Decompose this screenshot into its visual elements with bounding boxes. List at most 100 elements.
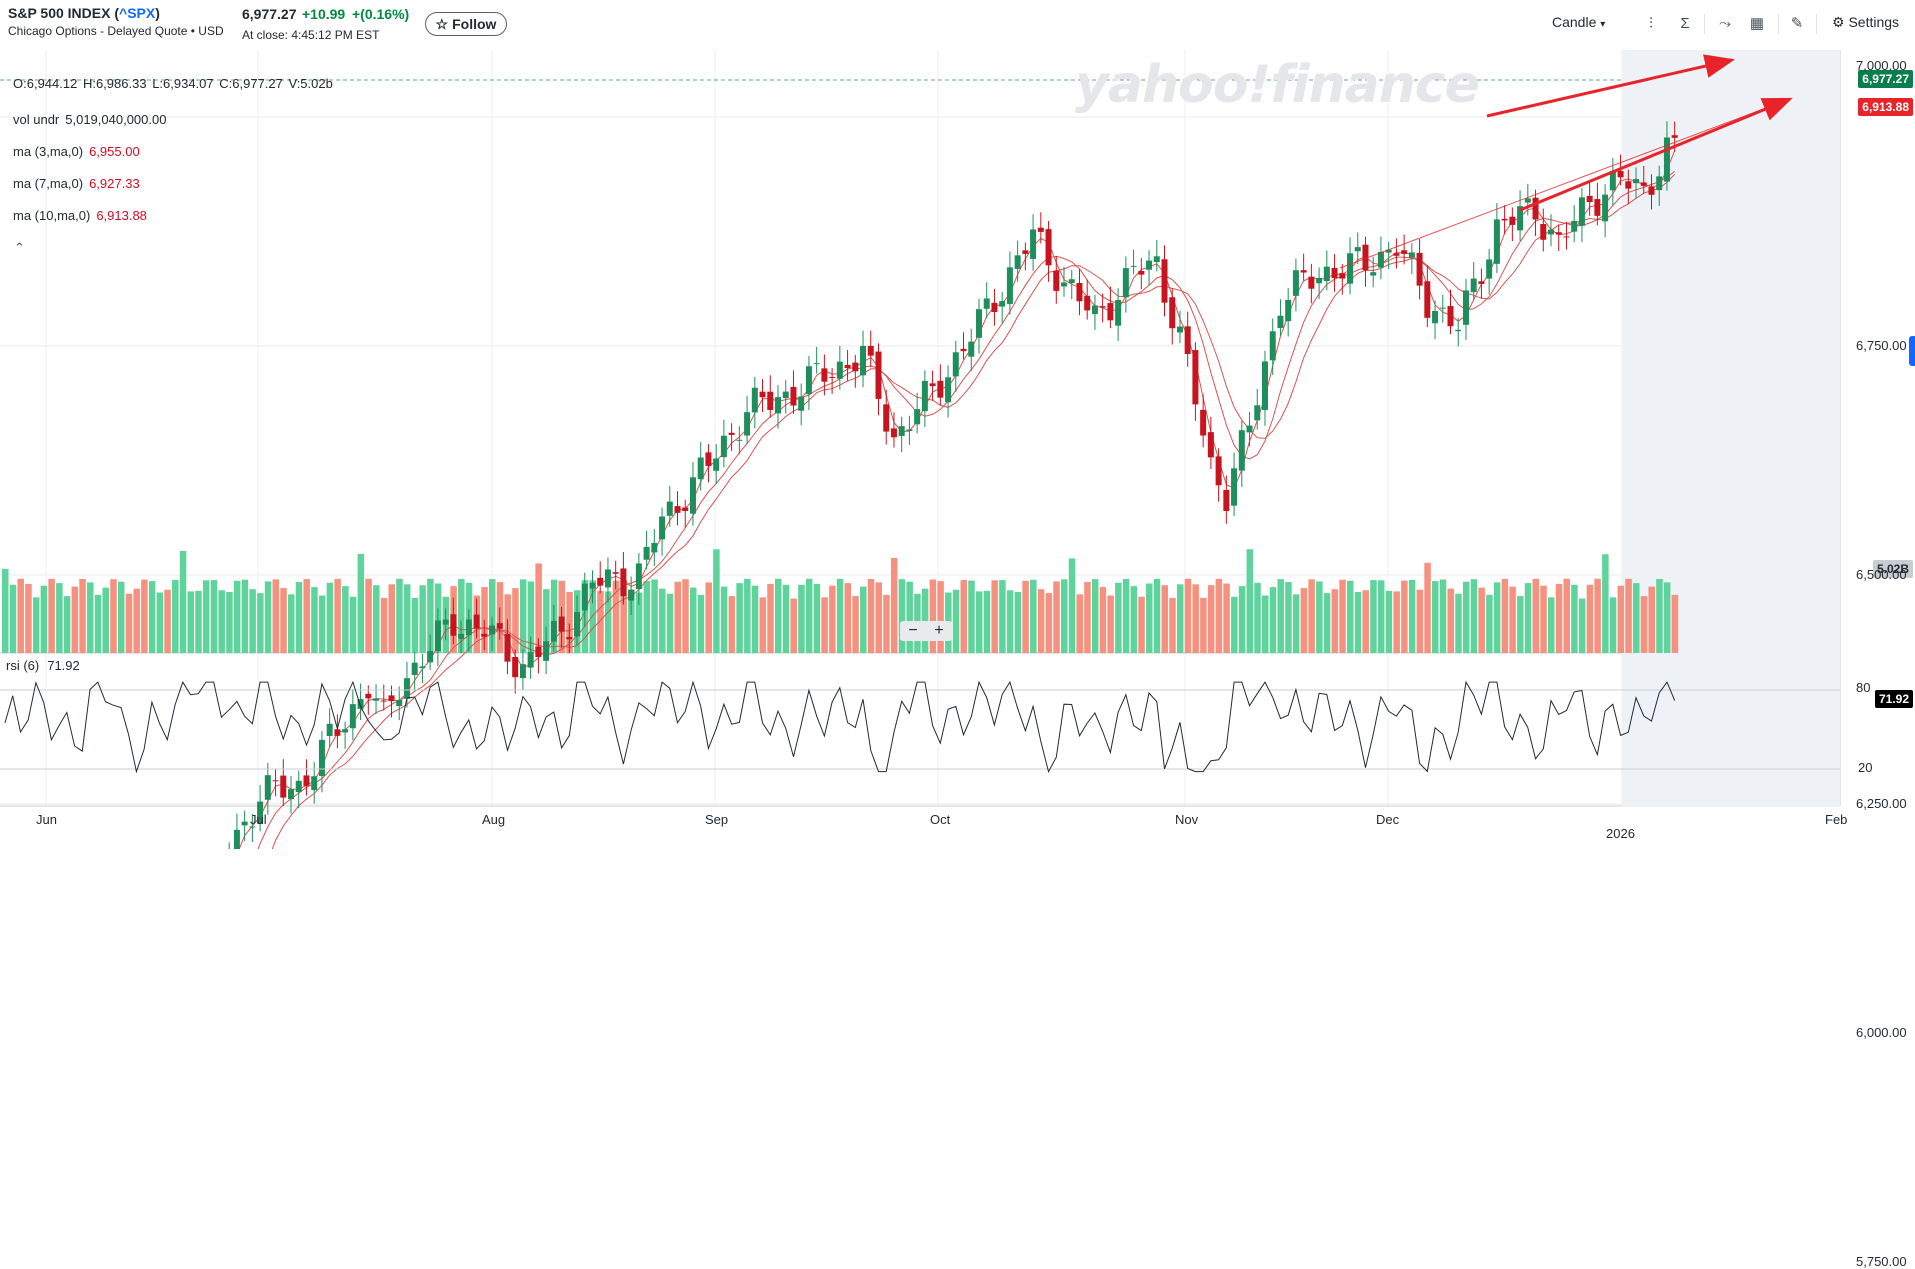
candle-body [635,563,642,590]
chart-type-select[interactable]: Candle ▾ [1552,14,1605,30]
volume-bar [195,590,202,653]
candle [519,648,526,691]
volume-bar [1370,580,1377,653]
volume-bar [1524,583,1532,653]
volume-bar [1563,578,1570,653]
settings-button[interactable]: ⚙ Settings [1832,14,1899,31]
volume-bar [318,595,326,653]
volume-bar [357,553,365,653]
candle [921,370,928,427]
volume-bar [1671,594,1679,653]
indicators-icon[interactable]: Σ [1680,14,1690,32]
candle [1076,269,1083,316]
candle [898,416,905,453]
candle [1030,214,1037,271]
candle-body [960,348,967,352]
date-tick-label: Dec [1376,812,1400,827]
volume-bar [102,587,109,653]
zoom-controls: − + [900,621,952,641]
candle-body [1261,361,1268,411]
candle-body [883,404,890,432]
volume-bar [303,579,310,653]
volume-bar [666,593,674,653]
candle-body [612,572,619,574]
candle [1354,232,1361,265]
price-tick-label: 6,250.00 [1856,796,1907,811]
volume-bar [512,588,519,653]
volume-bar [659,588,666,653]
calendar-icon[interactable]: ▦ [1749,15,1765,32]
volume-bar [311,587,318,653]
legend-ma10-label: ma (10,ma,0) [13,208,91,223]
legend-ma3-value: 6,955.00 [89,144,140,159]
price-tick-label: 7,000.00 [1856,58,1907,73]
candle-body [1548,229,1554,235]
candle [1455,318,1462,347]
legend-rsi[interactable]: rsi (6) 71.92 [6,658,80,673]
legend-volume[interactable]: vol undr 5,019,040,000.00 [13,112,166,127]
volume-bar [775,578,782,653]
candle-body [937,380,944,398]
legend-ma10[interactable]: ma (10,ma,0) 6,913.88 [13,208,147,223]
candle [1532,189,1539,236]
volume-bar [1586,584,1594,653]
date-tick-label: Aug [482,812,506,827]
legend-ma3[interactable]: ma (3,ma,0) 6,955.00 [13,144,140,159]
candle [550,604,557,652]
side-panel-handle[interactable] [1909,336,1915,366]
candle [1478,268,1485,299]
draw-icon[interactable]: ✎ [1790,15,1804,32]
candle-body [295,780,302,793]
candle [280,759,287,807]
candle-body [233,829,240,849]
candle-body [1462,290,1469,325]
candle-body [550,620,557,642]
volume-bar [527,581,535,653]
candle [960,332,967,360]
candle [1022,242,1029,271]
candle-body [1377,251,1384,268]
volume-bar [1401,580,1408,653]
volume-bar [2,568,9,653]
price-chart[interactable] [0,50,1915,849]
volume-bar [1053,581,1060,653]
volume-bar [674,581,682,653]
zoom-out-button[interactable]: − [908,622,918,639]
candle [790,370,797,414]
compare-icon[interactable]: ⫶ [1649,14,1653,32]
volume-bar [110,579,117,653]
volume-bar [890,557,898,653]
volume-bar [1362,590,1369,653]
candle [836,345,843,390]
volume-bar [25,583,32,653]
date-tick-label: Oct [930,812,951,827]
lower-trendline-arrow [1519,97,1793,212]
candle-body [1663,137,1670,182]
volume-bar [133,588,140,653]
candle-body [1578,197,1585,226]
candle-body [1393,253,1400,256]
volume-bar [179,550,187,653]
index-symbol-link[interactable]: ^SPX [119,5,156,21]
candle-body [1246,425,1253,433]
candle-body [782,391,789,399]
candle [589,570,596,604]
rsi-line [4,680,1676,774]
candle [1401,234,1408,265]
candle [1501,205,1508,235]
volume-bar [488,579,496,653]
candle [380,684,387,711]
chevron-up-icon[interactable]: ⌃ [14,240,25,255]
volume-bar [952,589,960,653]
candle-body [288,789,295,800]
zoom-in-button[interactable]: + [934,622,944,639]
legend-ma7[interactable]: ma (7,ma,0) 6,927.33 [13,176,140,191]
candle-body [921,380,928,412]
volume-bar [1246,549,1254,653]
volume-bar [821,597,828,653]
events-icon[interactable]: ⤳ [1718,14,1731,32]
price-tick-label: 6,750.00 [1856,338,1907,353]
candle-body [264,775,271,800]
follow-button[interactable]: ☆ Follow [425,12,507,36]
volume-bar [1462,581,1470,653]
